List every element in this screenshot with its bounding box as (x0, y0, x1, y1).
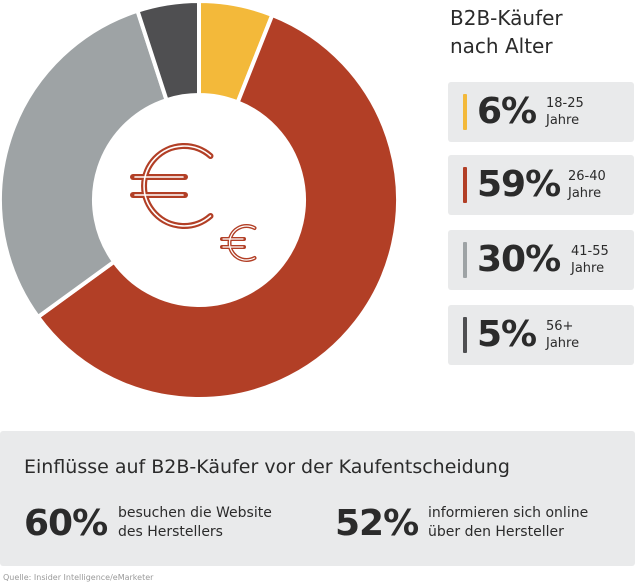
legend-color-bar (463, 94, 467, 130)
legend-percent: 59% (477, 164, 561, 205)
influences-title: Einflüsse auf B2B-Käufer vor der Kaufent… (24, 456, 510, 478)
influences-panel: Einflüsse auf B2B-Käufer vor der Kaufent… (0, 431, 635, 566)
legend-percent: 5% (477, 314, 537, 355)
legend-color-bar (463, 167, 467, 203)
influence-text-line: des Herstellers (118, 524, 223, 540)
donut-slices (0, 0, 400, 401)
legend-age-range: 18-25 Jahre (546, 95, 584, 129)
legend-unit: Jahre (571, 261, 605, 276)
influence-description: informieren sich online über den Herstel… (428, 504, 588, 542)
legend-range: 56+ (546, 319, 574, 334)
legend-percent: 6% (477, 91, 537, 132)
influence-text-line: besuchen die Website (118, 505, 272, 521)
legend-age-range: 41-55 Jahre (571, 243, 609, 277)
donut-slice-41-55 (0, 8, 170, 320)
chart-title: B2B-Käufer nach Alter (450, 4, 630, 60)
legend-item-41-55: 30% 41-55 Jahre (448, 230, 634, 290)
legend-range: 41-55 (571, 244, 609, 259)
influence-description: besuchen die Website des Herstellers (118, 504, 272, 542)
source-note: Quelle: Insider Intelligence/eMarketer (3, 573, 154, 582)
legend-unit: Jahre (546, 113, 580, 128)
age-donut-chart (0, 0, 400, 401)
legend-unit: Jahre (546, 336, 580, 351)
legend-age-range: 56+ Jahre (546, 318, 579, 352)
influence-percent: 52% (335, 503, 419, 544)
influence-text-line: über den Hersteller (428, 524, 564, 540)
chart-title-line-1: B2B-Käufer (450, 6, 563, 30)
legend-range: 18-25 (546, 96, 584, 111)
legend-unit: Jahre (568, 186, 602, 201)
legend-item-26-40: 59% 26-40 Jahre (448, 155, 634, 215)
legend-color-bar (463, 242, 467, 278)
chart-title-line-2: nach Alter (450, 34, 553, 58)
donut-slice-26-40 (35, 12, 400, 401)
legend-color-bar (463, 317, 467, 353)
euro-coins-icon (130, 143, 257, 262)
influence-percent: 60% (24, 503, 108, 544)
legend-item-18-25: 6% 18-25 Jahre (448, 82, 634, 142)
donut-slice-56-plus (134, 0, 201, 103)
influence-text-line: informieren sich online (428, 505, 589, 521)
legend-item-56-plus: 5% 56+ Jahre (448, 305, 634, 365)
legend-age-range: 26-40 Jahre (568, 168, 606, 202)
legend-percent: 30% (477, 239, 561, 280)
legend-range: 26-40 (568, 169, 606, 184)
